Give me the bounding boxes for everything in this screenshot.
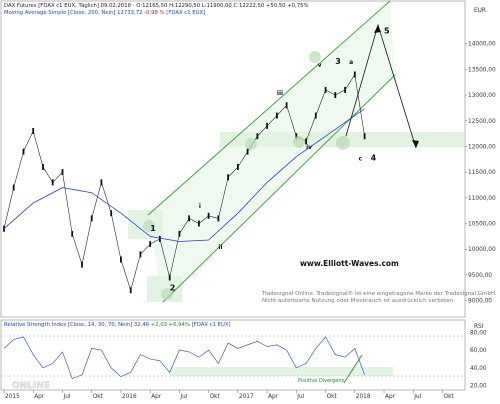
wave-label: 4 (371, 154, 377, 163)
rsi-y-tick: 20,00 (470, 384, 487, 390)
divergence-line (343, 354, 363, 384)
wave-label: c (359, 156, 363, 163)
price-y-tick: 12000,00 (468, 144, 496, 150)
rsi-y-tick: 40,00 (470, 366, 487, 372)
rsi-panel-frame (0, 319, 466, 391)
price-y-tick: 9500,00 (468, 273, 492, 279)
wave-label: iv (306, 144, 312, 151)
header-title: DAX Futures [FDAX c1 EUX, Täglich] 09.02… (4, 3, 308, 9)
price-y-tick: 10500,00 (468, 222, 496, 228)
ma-label: Moving Average Simple [Close, 200, Nein]… (4, 10, 205, 16)
wave-label: v (318, 62, 322, 69)
forecast-arrow-up (374, 25, 381, 33)
pivot-circle-iv (293, 136, 305, 148)
x-tick: Jul (179, 394, 187, 400)
price-y-tick: 11500,00 (468, 170, 496, 176)
channel-lower-line (162, 74, 396, 303)
x-tick: Jul (413, 394, 421, 400)
rsi-y-tick: 60,00 (470, 348, 487, 354)
x-tick: Okt (327, 394, 338, 400)
rsi-label: Relative Strength Index [Close, 14, 30, … (4, 322, 231, 328)
x-tick: Jul (63, 394, 71, 400)
price-panel-frame (0, 0, 466, 318)
x-tick: Apr (268, 394, 279, 400)
watermark-url: www.Elliott-Waves.com (300, 259, 399, 268)
rsi-y-ticks: 20,00 40,00 60,00 80,00 (470, 330, 487, 389)
price-y-tick: 13500,00 (468, 67, 496, 73)
wave-label: ii (218, 244, 222, 251)
wave-label: 3 (335, 57, 341, 66)
rsi-axis-label: RSI (474, 324, 484, 330)
price-y-tick: 12500,00 (468, 119, 496, 125)
x-tick: Jul (296, 394, 304, 400)
rsi-y-tick: 80,00 (470, 330, 487, 336)
price-y-tick: 14000,00 (468, 42, 496, 48)
x-tick: Apr (385, 394, 396, 400)
ma200-line (3, 108, 365, 242)
wave-label: 1 (150, 224, 156, 233)
trend-channel-fill (148, 1, 395, 302)
pivot-circle-4 (336, 136, 350, 150)
x-ticks: 2015 Apr Jul Okt 2016 Apr Jul Okt 2017 Apr Jul Okt 2… (3, 390, 455, 400)
x-tick: Okt (210, 394, 221, 400)
wave-label: iii (277, 90, 283, 97)
x-tick: 2017 (239, 394, 254, 400)
x-tick: 2016 (122, 394, 137, 400)
x-tick: Apr (34, 394, 45, 400)
x-tick: Apr (151, 394, 162, 400)
forecast-arrow-down (412, 140, 419, 148)
wave-label: i (199, 203, 201, 210)
x-tick: 2018 (356, 394, 371, 400)
divergence-label: Positive Divergenz (298, 378, 345, 384)
x-tick: 2015 (5, 394, 20, 400)
price-point (3, 225, 5, 232)
pivot-circle-2 (161, 288, 173, 300)
price-y-tick: 13000,00 (468, 93, 496, 99)
watermark-line1: Tradesignal Online. Tradesignal® ist ein… (261, 290, 497, 297)
price-y-ticks: 9000,00 9500,00 10000,00 10500,00 11000,00 11… (465, 42, 496, 305)
watermark-logo: ONLINE (12, 381, 50, 391)
channel-upper-line (147, 0, 391, 216)
price-y-tick: 9000,00 (468, 299, 492, 305)
wave-label: 2 (170, 283, 176, 292)
x-tick: Okt (444, 394, 455, 400)
wave-label: 5 (384, 26, 390, 35)
price-y-tick: 10000,00 (468, 247, 496, 253)
rsi-line (3, 336, 365, 379)
currency-label: EUR (474, 8, 486, 14)
pivot-circle-a (245, 138, 257, 150)
wave-label: a (349, 59, 353, 66)
price-y-tick: 11000,00 (468, 196, 496, 202)
pivot-circle-3 (309, 51, 321, 63)
pivot-circle-1 (143, 220, 155, 232)
rsi-support-zone (170, 367, 393, 376)
x-tick: Okt (93, 394, 104, 400)
watermark-line2: Nicht autorisierte Nutzung oder Missbrau… (262, 298, 455, 304)
